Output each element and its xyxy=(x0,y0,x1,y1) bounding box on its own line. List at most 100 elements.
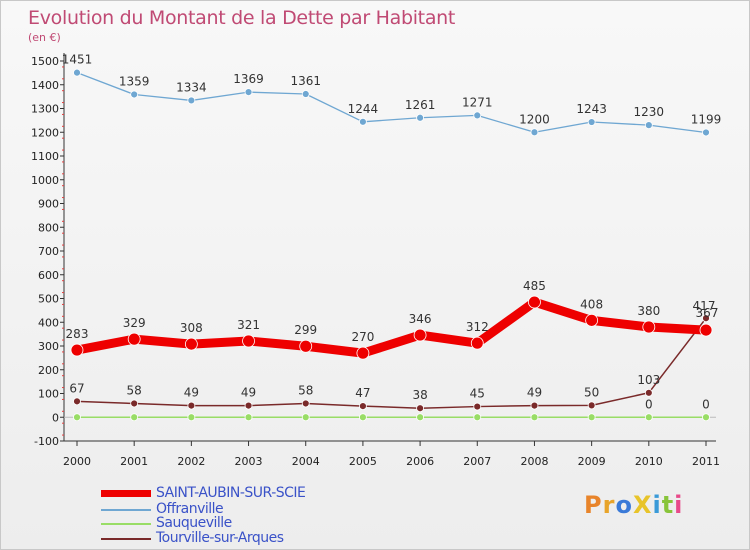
data-point xyxy=(242,334,255,348)
data-label: 485 xyxy=(523,279,546,293)
logo-letter: r xyxy=(602,491,616,519)
data-point xyxy=(416,113,424,122)
y-tick-label: 200 xyxy=(38,364,59,377)
legend-swatch xyxy=(101,509,151,511)
data-point xyxy=(187,413,196,422)
x-tick-label: 2001 xyxy=(120,455,148,468)
data-label: 1361 xyxy=(290,74,321,88)
legend-item-tourville: Tourville-sur-Arques xyxy=(101,530,361,546)
data-label: 1244 xyxy=(348,102,379,116)
data-point xyxy=(530,413,539,422)
logo-letter: o xyxy=(615,491,633,519)
y-tick-label: 900 xyxy=(38,198,59,211)
data-label: 1334 xyxy=(176,80,207,94)
data-label: 49 xyxy=(184,386,199,400)
x-tick-label: 2010 xyxy=(635,455,663,468)
x-tick-label: 2005 xyxy=(349,455,377,468)
y-tick-label: 1400 xyxy=(31,79,59,92)
data-point xyxy=(130,90,139,99)
series-line-3 xyxy=(76,317,707,409)
data-label: 1271 xyxy=(462,95,493,109)
data-label: 380 xyxy=(637,304,660,318)
x-tick-label: 2003 xyxy=(235,455,263,468)
data-point xyxy=(644,388,653,397)
data-label: 367 xyxy=(696,306,719,320)
data-point xyxy=(356,346,370,360)
legend-swatch xyxy=(101,523,151,525)
data-point xyxy=(642,320,656,334)
data-point xyxy=(470,336,484,350)
data-point xyxy=(184,337,198,351)
data-point xyxy=(359,117,367,126)
legend-item-saint-aubin: SAINT-AUBIN-SUR-SCIE xyxy=(101,485,361,501)
data-point xyxy=(702,314,710,323)
x-tick-label: 2006 xyxy=(406,455,434,468)
data-point xyxy=(73,68,81,77)
data-point xyxy=(585,313,599,327)
data-point xyxy=(587,118,596,126)
data-label: 1200 xyxy=(519,112,550,126)
data-point xyxy=(644,413,653,422)
x-tick-label: 2011 xyxy=(692,455,720,468)
data-point xyxy=(530,128,539,137)
y-tick-label: 400 xyxy=(38,316,59,329)
chart-title: Evolution du Montant de la Dette par Hab… xyxy=(28,7,456,29)
x-tick-label: 2008 xyxy=(520,455,548,468)
data-label: 283 xyxy=(66,327,89,341)
data-point xyxy=(301,413,310,422)
y-tick-label: 600 xyxy=(38,269,59,282)
y-tick-label: 1200 xyxy=(31,126,59,139)
data-point xyxy=(244,88,253,97)
y-tick-label: 1300 xyxy=(31,103,59,116)
data-label: 67 xyxy=(69,381,84,395)
data-point xyxy=(416,404,424,413)
data-point xyxy=(301,399,310,408)
x-tick-label: 2009 xyxy=(578,455,606,468)
data-point xyxy=(702,413,710,422)
data-point xyxy=(413,328,427,342)
series-line-0 xyxy=(72,297,711,358)
data-point xyxy=(702,128,710,137)
data-point xyxy=(359,402,367,410)
data-point xyxy=(73,413,81,422)
data-label: 58 xyxy=(127,383,142,397)
logo-letter: P xyxy=(584,491,603,519)
data-label: 346 xyxy=(409,312,432,326)
data-label: 312 xyxy=(466,320,489,334)
data-label: 270 xyxy=(351,330,374,344)
data-point xyxy=(473,413,482,422)
data-label: 0 xyxy=(702,397,710,411)
y-tick-label: 500 xyxy=(38,293,59,306)
legend-label: Sauqueville xyxy=(156,515,232,531)
data-point xyxy=(359,413,367,422)
data-label: 308 xyxy=(180,321,203,335)
data-label: 1243 xyxy=(576,102,607,116)
legend-label: Offranville xyxy=(156,501,224,517)
data-point xyxy=(299,339,313,353)
logo-letter: i xyxy=(652,491,662,519)
data-point xyxy=(530,401,539,410)
data-label: 0 xyxy=(645,397,653,411)
y-tick-label: -100 xyxy=(34,435,59,448)
data-point xyxy=(473,111,482,120)
data-point xyxy=(301,90,310,98)
data-point xyxy=(187,96,196,105)
y-tick-label: 1000 xyxy=(31,174,59,187)
legend-swatch xyxy=(101,490,151,497)
data-label: 38 xyxy=(412,388,427,402)
data-label: 103 xyxy=(637,373,660,387)
data-point xyxy=(587,413,596,422)
y-tick-label: 0 xyxy=(52,411,59,424)
data-label: 1230 xyxy=(634,105,665,119)
data-label: 49 xyxy=(241,386,256,400)
data-label: 299 xyxy=(294,323,317,337)
data-label: 1369 xyxy=(233,72,264,86)
data-label: 49 xyxy=(527,386,542,400)
data-point xyxy=(244,401,253,410)
data-label: 1199 xyxy=(691,112,722,126)
data-point xyxy=(187,401,196,410)
data-point xyxy=(130,399,139,408)
x-tick-label: 2000 xyxy=(63,455,91,468)
